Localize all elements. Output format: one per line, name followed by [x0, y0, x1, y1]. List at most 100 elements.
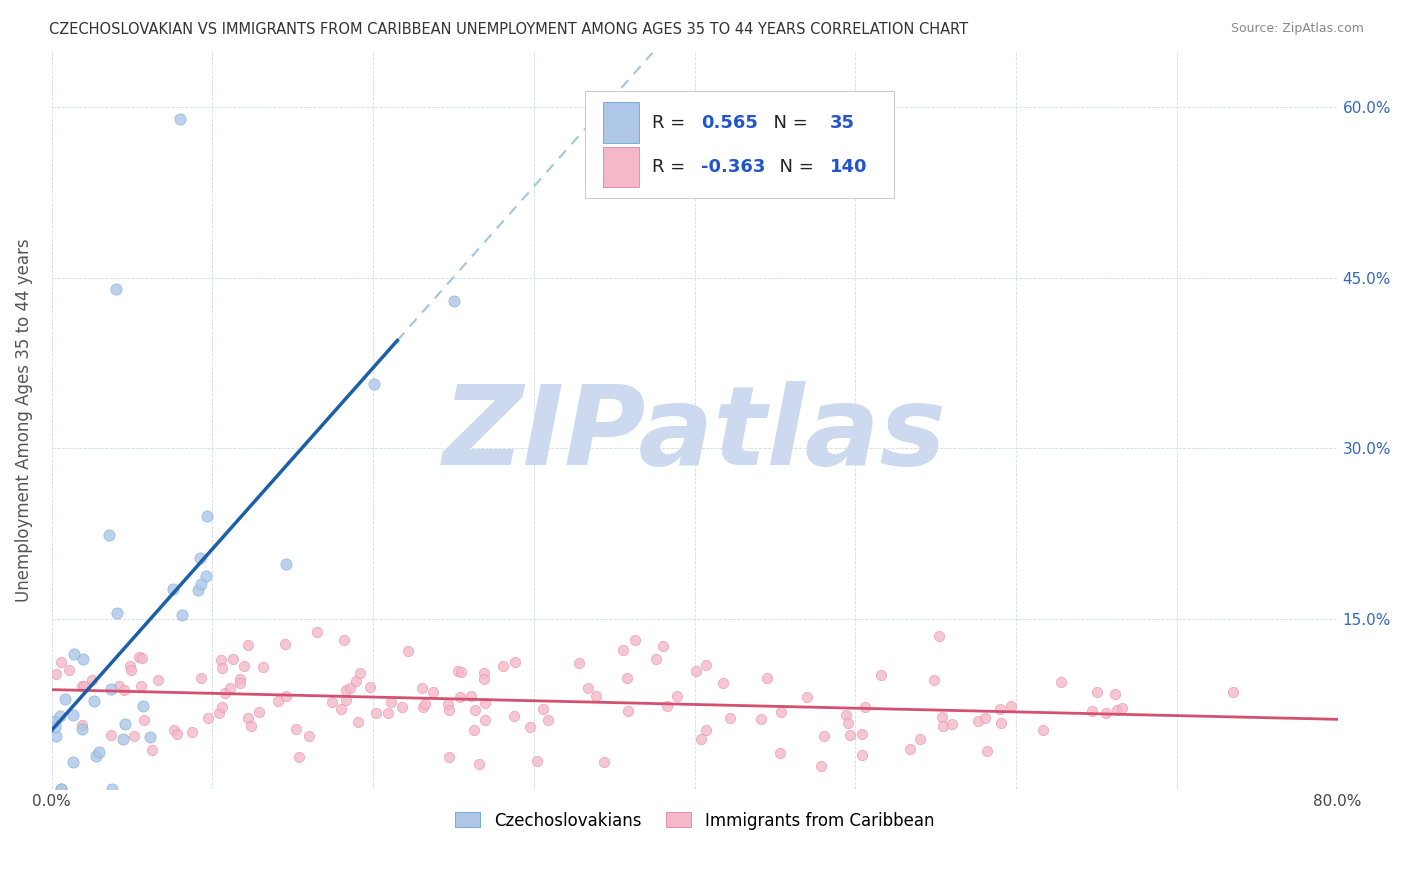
Point: [770, 705, 793, 719]
Point: [170, 608, 193, 623]
Point: [120, 663, 142, 677]
Point: [472, 672, 495, 686]
Point: [285, 722, 308, 736]
Text: N =: N =: [762, 113, 813, 132]
Point: [380, 695, 402, 709]
Point: [928, 629, 950, 643]
Point: [616, 671, 638, 685]
Point: [450, 665, 472, 679]
Point: [62, 755, 84, 769]
Point: [105, 282, 128, 296]
Point: [211, 661, 233, 675]
Point: [464, 703, 486, 717]
Point: [749, 712, 772, 726]
Point: [131, 650, 153, 665]
Point: [274, 637, 297, 651]
Point: [44, 720, 66, 734]
Point: [568, 656, 591, 670]
Point: [447, 664, 470, 678]
Point: [1085, 685, 1108, 699]
Point: [976, 744, 998, 758]
Point: [288, 749, 311, 764]
Point: [1049, 675, 1071, 690]
Point: [120, 659, 142, 673]
Point: [437, 703, 460, 717]
Point: [531, 702, 554, 716]
Point: [396, 643, 419, 657]
Point: [188, 550, 211, 565]
Point: [437, 697, 460, 711]
Point: [526, 755, 548, 769]
Point: [412, 700, 434, 714]
Point: [166, 727, 188, 741]
Point: [238, 711, 260, 725]
Point: [810, 759, 832, 773]
Point: [108, 679, 131, 693]
Point: [240, 719, 263, 733]
Point: [197, 711, 219, 725]
Point: [229, 676, 252, 690]
Point: [139, 730, 162, 744]
Point: [187, 582, 209, 597]
Point: [70, 680, 93, 694]
Point: [169, 112, 191, 126]
Point: [232, 658, 254, 673]
Point: [195, 569, 218, 583]
Point: [1095, 706, 1118, 721]
FancyBboxPatch shape: [585, 91, 894, 198]
Point: [364, 706, 387, 720]
Point: [162, 582, 184, 597]
Point: [100, 682, 122, 697]
Point: [931, 710, 953, 724]
Point: [576, 681, 599, 695]
Point: [190, 671, 212, 685]
Point: [163, 723, 186, 738]
Text: ZIPatlas: ZIPatlas: [443, 381, 946, 488]
Point: [463, 723, 485, 737]
Point: [853, 699, 876, 714]
Bar: [603, 103, 640, 143]
Point: [307, 625, 329, 640]
Point: [347, 715, 370, 730]
Point: [247, 705, 270, 719]
Point: [460, 689, 482, 703]
Point: [988, 702, 1011, 716]
Point: [44, 714, 66, 729]
Point: [851, 748, 873, 763]
Point: [84, 749, 107, 764]
Point: [298, 730, 321, 744]
Point: [922, 673, 945, 688]
Point: [503, 655, 526, 669]
Point: [443, 294, 465, 309]
Point: [335, 693, 357, 707]
Point: [190, 577, 212, 591]
Point: [585, 689, 607, 703]
Point: [114, 717, 136, 731]
Point: [112, 682, 135, 697]
Point: [690, 732, 713, 747]
Point: [197, 509, 219, 524]
Point: [657, 698, 679, 713]
Point: [146, 673, 169, 687]
Point: [503, 709, 526, 723]
Point: [132, 713, 155, 727]
Point: [73, 679, 96, 693]
Point: [624, 633, 647, 648]
Point: [472, 666, 495, 681]
Text: Source: ZipAtlas.com: Source: ZipAtlas.com: [1230, 22, 1364, 36]
Point: [236, 638, 259, 652]
Point: [474, 713, 496, 727]
Point: [49, 782, 72, 797]
Point: [363, 376, 385, 391]
Point: [652, 639, 675, 653]
Point: [45, 729, 67, 743]
Point: [796, 690, 818, 705]
Point: [756, 671, 779, 685]
Point: [990, 716, 1012, 731]
Point: [83, 694, 105, 708]
Point: [839, 728, 862, 742]
Point: [537, 713, 560, 727]
Text: -0.363: -0.363: [702, 158, 765, 176]
Point: [837, 715, 859, 730]
Point: [695, 658, 717, 673]
